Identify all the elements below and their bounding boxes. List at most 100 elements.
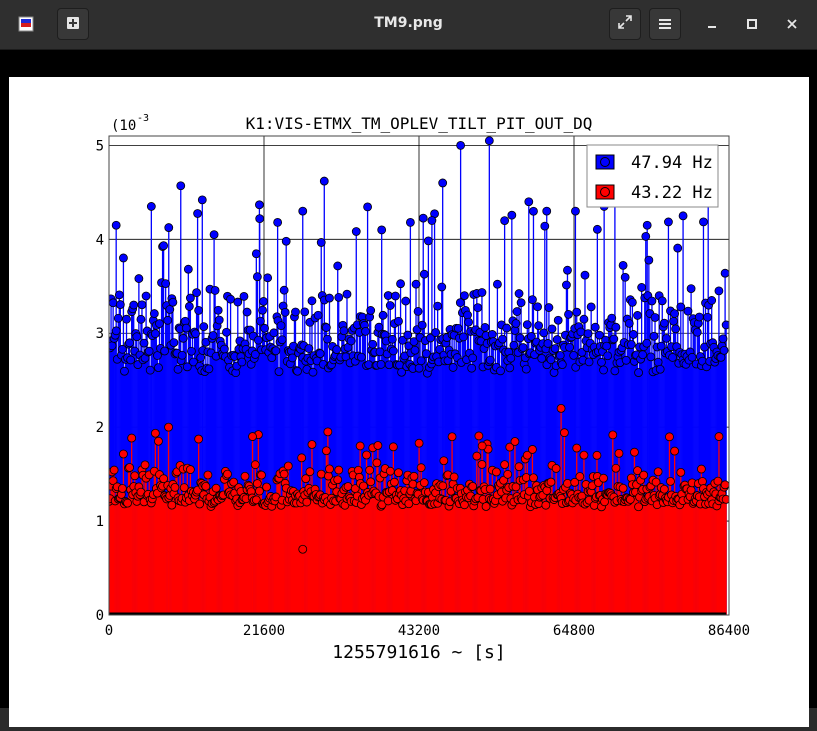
point-blue <box>149 309 159 318</box>
point-red <box>159 474 169 484</box>
point-blue <box>718 334 728 344</box>
legend-marker-blue <box>600 157 610 167</box>
fullscreen-button[interactable] <box>609 8 641 40</box>
point-red <box>409 471 419 481</box>
point-blue <box>181 323 191 333</box>
point-blue <box>293 366 302 376</box>
point-red <box>697 464 706 474</box>
point-blue <box>579 314 589 324</box>
point-red <box>481 502 491 511</box>
point-red <box>477 441 487 451</box>
point-red <box>255 486 264 496</box>
point-blue <box>213 305 223 315</box>
point-blue <box>339 326 349 336</box>
point-blue <box>534 321 544 331</box>
point-blue <box>222 327 231 337</box>
legend: 47.94 Hz 43.22 Hz <box>586 144 719 208</box>
minimize-button[interactable] <box>700 12 724 36</box>
point-blue <box>210 286 220 295</box>
point-blue <box>583 329 593 339</box>
menu-button[interactable] <box>649 8 681 40</box>
point-blue <box>414 363 424 373</box>
point-blue <box>273 218 283 227</box>
point-blue <box>638 350 648 360</box>
point-blue <box>629 330 638 339</box>
point-red <box>167 500 177 510</box>
point-blue <box>163 315 173 325</box>
point-blue <box>263 273 273 283</box>
close-button[interactable] <box>780 12 804 36</box>
point-blue <box>204 364 214 374</box>
point-blue <box>416 356 426 366</box>
y-tick-label: 5 <box>96 138 104 154</box>
point-blue <box>193 209 203 218</box>
point-red <box>414 438 424 448</box>
point-blue <box>511 319 521 328</box>
point-blue <box>141 291 151 301</box>
point-blue <box>357 352 366 362</box>
point-blue <box>316 238 326 247</box>
point-red <box>194 434 204 444</box>
point-blue <box>563 265 572 275</box>
point-blue <box>529 206 538 216</box>
point-blue <box>671 324 681 334</box>
point-blue <box>325 293 334 303</box>
maximize-button[interactable] <box>740 12 764 36</box>
point-blue <box>512 307 522 316</box>
point-blue <box>405 218 415 227</box>
point-blue <box>533 302 542 312</box>
point-blue <box>633 311 642 320</box>
point-blue <box>377 225 387 235</box>
point-blue <box>463 310 472 320</box>
point-blue <box>391 291 400 301</box>
point-blue <box>634 368 643 377</box>
point-blue <box>650 313 660 322</box>
point-red <box>714 432 724 441</box>
point-red <box>383 496 393 506</box>
point-red <box>185 465 195 474</box>
point-blue <box>368 339 378 349</box>
point-blue <box>361 326 370 336</box>
point-red <box>123 498 132 508</box>
point-blue <box>552 335 562 344</box>
point-red <box>302 497 312 507</box>
point-blue <box>595 330 604 340</box>
y-tick-label: 2 <box>96 420 104 436</box>
point-red <box>334 465 344 475</box>
image-canvas[interactable]: 0 21600 43200 64800 86400 0 1 2 3 4 5 K1:VIS-ETMX_… <box>0 50 817 727</box>
point-blue <box>319 176 329 186</box>
point-red <box>119 449 128 459</box>
point-red <box>563 479 572 488</box>
point-blue <box>122 314 131 324</box>
point-blue <box>300 307 310 317</box>
point-blue <box>401 296 411 306</box>
plot-frame <box>108 135 730 616</box>
x-tick-label: 21600 <box>243 623 285 639</box>
point-red <box>546 477 556 487</box>
point-red <box>257 470 266 480</box>
point-red <box>511 482 521 492</box>
new-tab-button[interactable] <box>57 8 89 40</box>
point-blue <box>153 351 162 360</box>
point-red <box>279 469 289 479</box>
point-blue <box>565 342 574 352</box>
point-blue <box>438 178 448 188</box>
point-blue <box>184 302 194 311</box>
point-blue <box>159 241 169 251</box>
point-red <box>404 499 414 509</box>
point-blue <box>655 364 665 374</box>
y-tick-label: 0 <box>96 608 104 624</box>
point-blue <box>251 249 261 259</box>
point-red <box>201 481 211 491</box>
point-blue <box>298 206 308 216</box>
point-blue <box>599 365 608 375</box>
point-blue <box>410 345 420 355</box>
point-red <box>541 500 551 510</box>
point-blue <box>383 291 393 300</box>
point-blue <box>673 243 683 253</box>
point-red <box>365 465 375 475</box>
point-blue <box>448 363 458 372</box>
point-blue <box>413 306 423 316</box>
point-red <box>343 482 353 491</box>
point-blue <box>437 282 447 292</box>
